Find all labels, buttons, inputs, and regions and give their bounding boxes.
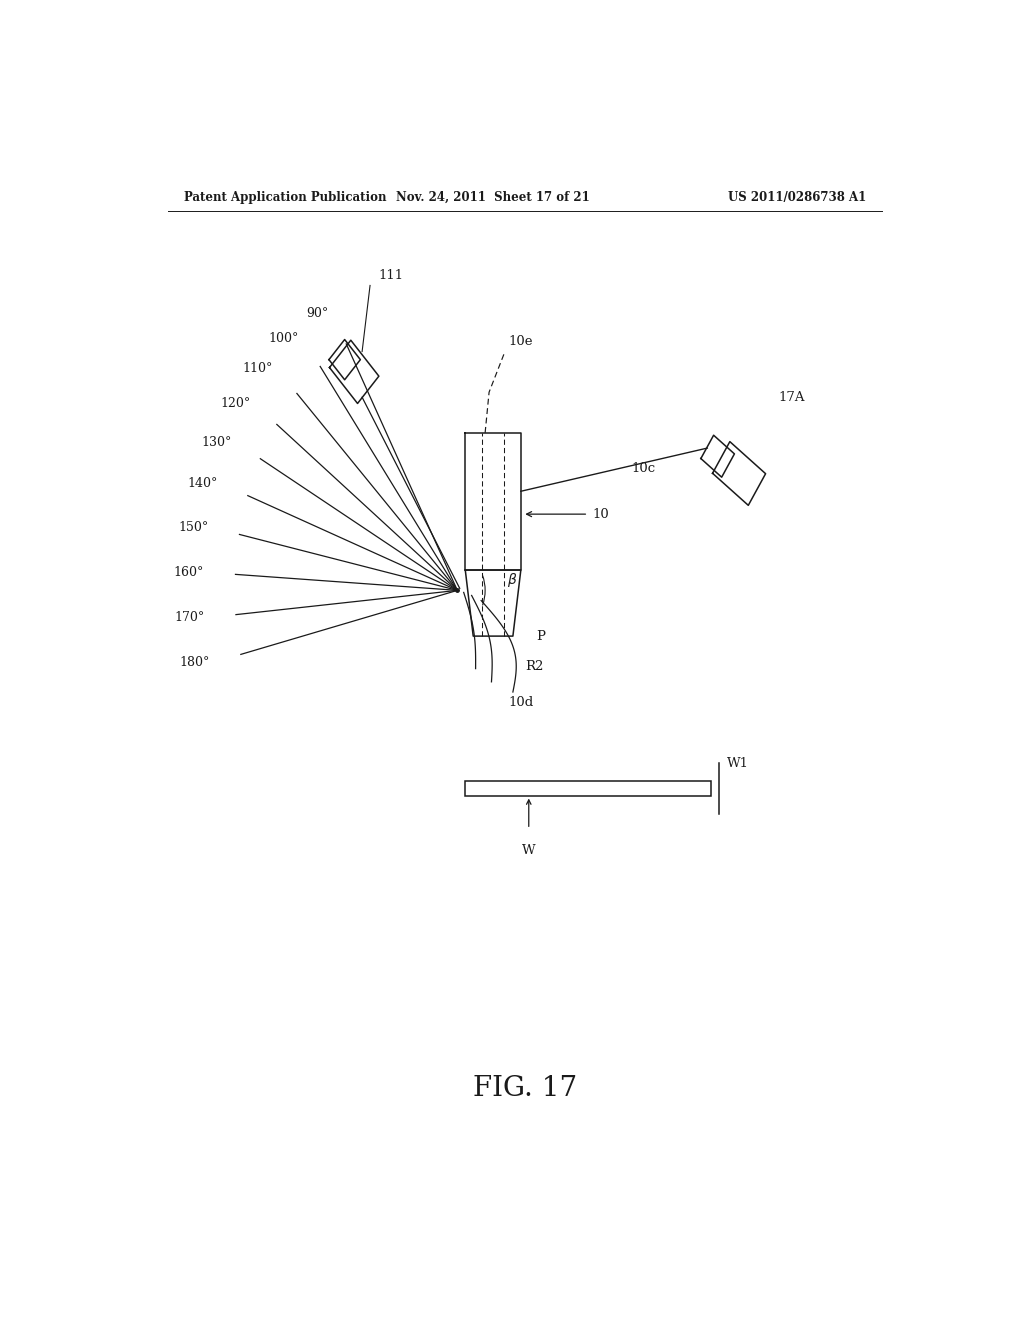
Text: 160°: 160°: [173, 566, 204, 579]
Text: 10c: 10c: [632, 462, 656, 475]
Text: R2: R2: [524, 660, 543, 673]
Text: 180°: 180°: [179, 656, 210, 669]
Text: 10: 10: [592, 508, 609, 520]
Text: 170°: 170°: [174, 611, 205, 624]
Text: 140°: 140°: [187, 478, 218, 490]
Text: US 2011/0286738 A1: US 2011/0286738 A1: [728, 190, 866, 203]
Text: 100°: 100°: [268, 331, 299, 345]
Text: 130°: 130°: [202, 436, 231, 449]
Text: 110°: 110°: [243, 363, 272, 375]
Bar: [465, 781, 712, 796]
Text: 90°: 90°: [306, 306, 329, 319]
Text: FIG. 17: FIG. 17: [473, 1074, 577, 1102]
Text: 111: 111: [378, 269, 403, 281]
Text: $\beta$: $\beta$: [507, 572, 517, 589]
Text: 10e: 10e: [509, 335, 534, 348]
Text: Patent Application Publication: Patent Application Publication: [183, 190, 386, 203]
Text: W1: W1: [727, 756, 750, 770]
Text: 17A: 17A: [779, 391, 805, 404]
Text: 150°: 150°: [178, 521, 208, 535]
Text: 120°: 120°: [220, 397, 250, 411]
Text: 10d: 10d: [509, 696, 535, 709]
Text: W: W: [522, 845, 536, 858]
Text: P: P: [537, 630, 546, 643]
Text: Nov. 24, 2011  Sheet 17 of 21: Nov. 24, 2011 Sheet 17 of 21: [396, 190, 590, 203]
